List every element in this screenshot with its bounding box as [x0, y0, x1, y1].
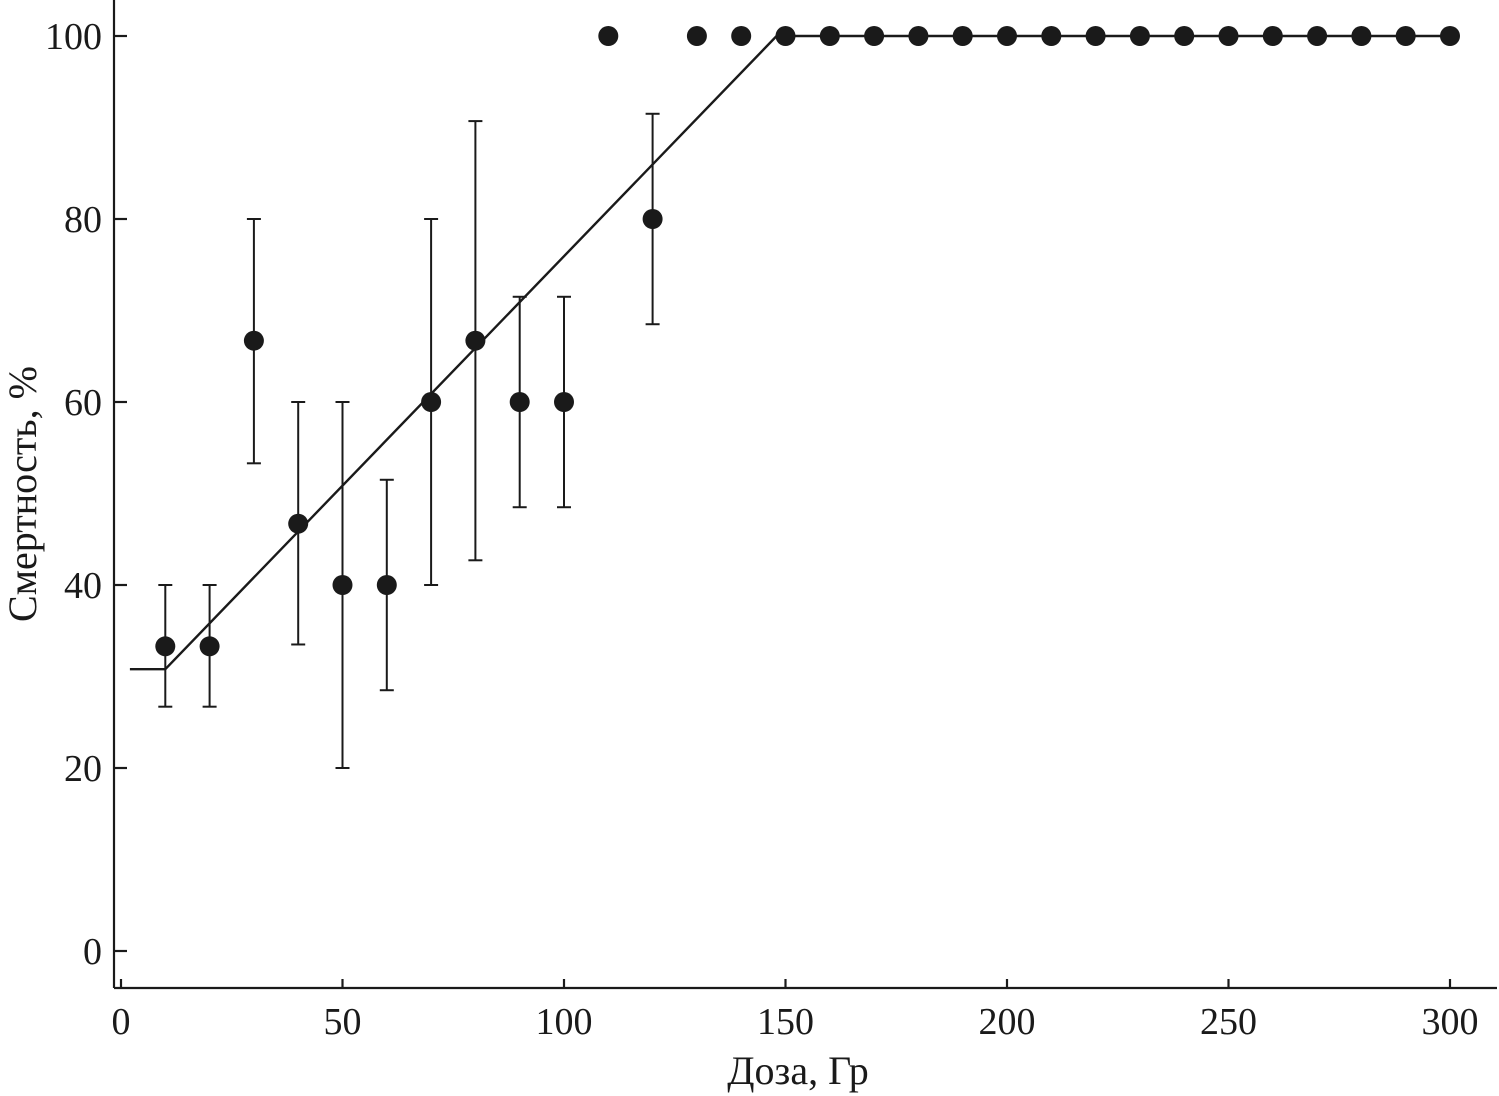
x-tick-label-0: 0	[112, 1001, 131, 1043]
data-point-230	[1129, 26, 1150, 46]
data-point-250	[1218, 26, 1239, 46]
fit-line	[129, 34, 1450, 671]
y-tick-label-100: 100	[45, 16, 102, 58]
data-point-160	[819, 26, 840, 46]
data-point-70	[421, 392, 442, 412]
x-ticks: 0 50 100 150 200 250 300	[112, 979, 1479, 1043]
y-tick-label-20: 20	[64, 748, 102, 790]
data-point-60	[376, 575, 397, 595]
fit-line-group	[129, 34, 1450, 671]
data-point-130	[686, 26, 707, 46]
data-point-20	[199, 636, 220, 657]
data-point-170	[864, 26, 885, 46]
data-point-290	[1395, 26, 1416, 46]
data-point-180	[908, 26, 929, 46]
x-tick-label-50: 50	[324, 1001, 362, 1043]
data-point-110	[598, 26, 619, 46]
y-tick-label-80: 80	[64, 199, 102, 241]
y-axis-title: Смертность, %	[0, 366, 45, 622]
error-bars	[158, 112, 660, 769]
x-tick-label-100: 100	[536, 1001, 593, 1043]
data-point-140	[731, 26, 752, 46]
data-point-270	[1307, 26, 1328, 46]
x-tick-label-250: 250	[1200, 1001, 1257, 1043]
data-point-30	[243, 330, 264, 351]
y-tick-label-60: 60	[64, 382, 102, 424]
data-point-120	[642, 209, 663, 229]
data-point-210	[1041, 26, 1062, 46]
data-point-40	[288, 513, 309, 534]
data-point-80	[465, 330, 486, 351]
data-point-300	[1440, 26, 1460, 46]
data-point-50	[332, 575, 353, 595]
x-tick-label-150: 150	[757, 1001, 814, 1043]
y-ticks: 0 20 40 60 80 100	[45, 16, 127, 973]
data-point-200	[997, 26, 1017, 46]
data-point-100	[554, 392, 574, 412]
data-point-190	[952, 26, 973, 46]
data-point-90	[509, 392, 530, 412]
data-point-220	[1085, 26, 1106, 46]
data-point-10	[155, 636, 176, 657]
x-axis-title: Доза, Гр	[727, 1048, 868, 1093]
y-tick-label-40: 40	[64, 565, 102, 607]
y-tick-label-0: 0	[83, 931, 102, 973]
x-tick-label-300: 300	[1422, 1001, 1479, 1043]
data-point-280	[1351, 26, 1372, 46]
data-point-150	[775, 26, 796, 46]
data-point-240	[1174, 26, 1195, 46]
data-point-260	[1262, 26, 1283, 46]
data-points	[155, 26, 1460, 657]
x-tick-label-200: 200	[979, 1001, 1036, 1043]
axes	[112, 0, 1497, 990]
